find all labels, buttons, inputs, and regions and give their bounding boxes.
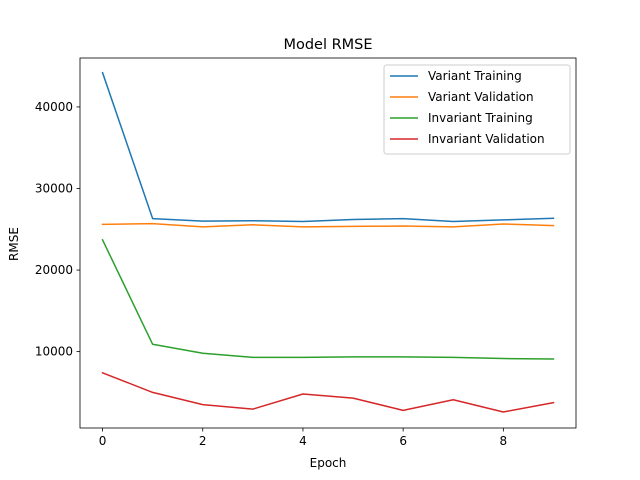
y-tick-label: 40000 (35, 100, 73, 114)
y-tick-label: 30000 (35, 181, 73, 195)
series-line-1 (101, 222, 555, 228)
axes-frame (79, 57, 577, 429)
axes: 0 2 4 6 8 10000 20000 30000 40000 (35, 57, 577, 448)
chart-title: Model RMSE (283, 37, 372, 53)
legend: Variant Training Variant Validation Invari… (383, 64, 571, 155)
series-line-0 (101, 71, 555, 223)
x-tick-label: 4 (299, 434, 307, 448)
x-tick-label: 0 (99, 434, 107, 448)
x-axis-title: Epoch (310, 456, 347, 470)
legend-label-2: Invariant Training (428, 111, 533, 125)
legend-label-3: Invariant Validation (428, 132, 545, 146)
legend-box (383, 64, 571, 155)
y-tick-label: 10000 (35, 345, 73, 359)
plot-area (101, 71, 555, 413)
legend-label-1: Variant Validation (428, 90, 534, 104)
series-line-3 (101, 371, 555, 413)
legend-label-0: Variant Training (428, 69, 522, 83)
x-tick-label: 2 (199, 434, 207, 448)
series-line-2 (101, 238, 555, 360)
y-axis-title: RMSE (7, 227, 21, 261)
y-tick-label: 20000 (35, 263, 73, 277)
x-tick-label: 8 (500, 434, 508, 448)
x-tick-label: 6 (399, 434, 407, 448)
